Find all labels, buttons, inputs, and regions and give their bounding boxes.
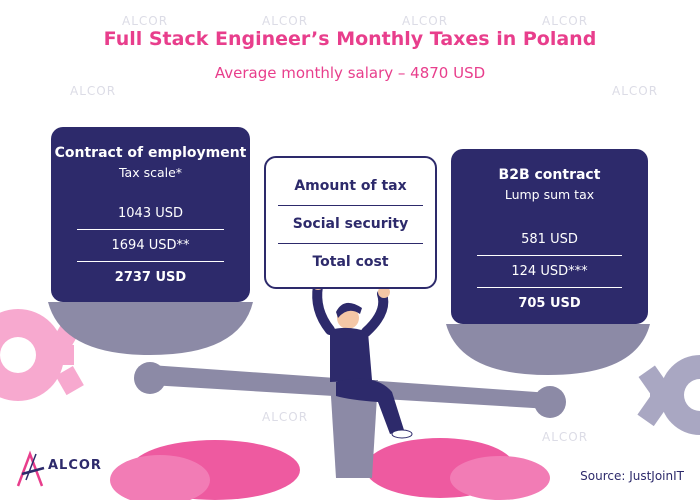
total-cost-value: 2737 USD: [114, 270, 187, 285]
logo-text: ALCOR: [48, 458, 102, 473]
left-pan: [48, 302, 253, 355]
card-title: B2B contract: [498, 167, 601, 183]
watermark-text: ALCOR: [70, 84, 117, 98]
right-pan: [446, 324, 650, 375]
cloud-shapes: [110, 438, 550, 500]
legend-item-social-security: Social security: [278, 206, 423, 244]
tax-amount-value: 581 USD: [477, 224, 622, 256]
watermark-text: ALCOR: [402, 14, 449, 28]
employment-contract-card: Contract of employment Tax scale* 1043 U…: [51, 127, 250, 302]
social-security-value: 1694 USD**: [77, 230, 224, 262]
watermark-text: ALCOR: [262, 14, 309, 28]
source-text: Source: JustJoinIT: [580, 469, 684, 483]
scale-stand: [330, 380, 378, 478]
total-cost-value: 705 USD: [518, 296, 581, 311]
card-subtitle: Tax scale*: [118, 165, 183, 180]
gear-right-icon: [637, 355, 700, 435]
watermark-text: ALCOR: [542, 14, 589, 28]
card-title: Contract of employment: [54, 145, 247, 161]
page-title: Full Stack Engineer’s Monthly Taxes in P…: [103, 28, 597, 50]
legend-box: Amount of tax Social security Total cost: [264, 156, 437, 289]
watermark-text: ALCOR: [612, 84, 659, 98]
watermark-text: ALCOR: [122, 14, 169, 28]
legend-item-amount-of-tax: Amount of tax: [278, 168, 423, 206]
page-subtitle: Average monthly salary – 4870 USD: [214, 64, 486, 82]
person-illustration: [312, 278, 413, 439]
b2b-contract-card: B2B contract Lump sum tax 581 USD 124 US…: [451, 149, 648, 324]
social-security-value: 124 USD***: [477, 256, 622, 288]
card-subtitle: Lump sum tax: [504, 187, 595, 202]
watermark-text: ALCOR: [542, 430, 589, 444]
legend-item-total-cost: Total cost: [312, 254, 389, 270]
watermark-text: ALCOR: [262, 410, 309, 424]
tax-amount-value: 1043 USD: [77, 198, 224, 230]
alcor-logo-icon: [16, 450, 45, 487]
